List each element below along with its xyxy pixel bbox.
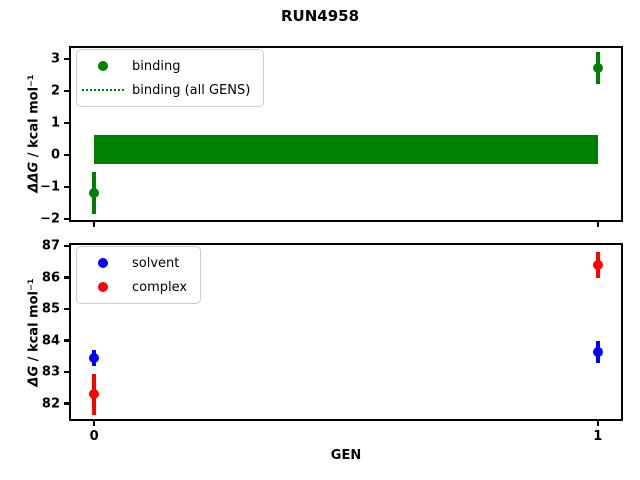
y-tick-mark: [64, 185, 69, 189]
dot-marker-icon: [98, 282, 108, 292]
y-tick-mark: [64, 370, 69, 374]
y-tick-label: 2: [50, 83, 60, 99]
x-tick-mark: [92, 421, 96, 426]
y-tick-mark: [64, 217, 69, 221]
confidence-band: [94, 134, 598, 165]
axes-solvent-complex: [69, 243, 623, 421]
y-tick-label: 82: [41, 396, 60, 412]
solvent-data-point: [89, 352, 100, 363]
binding-data-point: [592, 63, 603, 74]
y-tick-label: 1: [50, 115, 60, 131]
y-tick-label: 87: [41, 238, 60, 254]
x-axis-label: GEN: [330, 448, 362, 463]
legend-label: solvent: [132, 255, 180, 271]
dot-marker-icon: [98, 258, 108, 268]
y-tick-label: 84: [41, 333, 60, 349]
complex-data-point: [592, 260, 603, 271]
y-tick-mark: [64, 89, 69, 93]
legend-dotted-line-icon: [81, 89, 125, 91]
y-tick-label: −1: [40, 179, 60, 195]
dot-marker-icon: [98, 61, 108, 71]
binding-data-point: [89, 188, 100, 199]
y-tick-label: 85: [41, 301, 60, 317]
legend-dot-icon: [81, 282, 125, 292]
x-tick-label: 0: [89, 429, 99, 444]
y-tick-mark: [64, 153, 69, 157]
y-tick-label: 86: [41, 270, 60, 286]
legend: binding binding (all GENS): [76, 49, 265, 107]
y-tick-label: 3: [50, 51, 60, 67]
solvent-data-point: [592, 346, 603, 357]
complex-data-point: [89, 389, 100, 400]
y-axis-label-top: ΔΔG / kcal mol⁻¹: [26, 34, 43, 234]
y-tick-mark: [64, 121, 69, 125]
legend-label: binding: [132, 58, 181, 74]
figure-title: RUN4958: [280, 7, 360, 25]
x-tick-mark: [596, 222, 600, 227]
y-tick-mark: [64, 276, 69, 279]
legend-item: complex: [81, 275, 187, 299]
legend-item: binding (all GENS): [81, 78, 250, 102]
legend-dot-icon: [81, 258, 125, 268]
y-axis-label-top-units: / kcal mol⁻¹: [26, 74, 42, 162]
y-tick-mark: [64, 57, 69, 61]
y-tick-mark: [64, 339, 69, 342]
x-tick-label: 1: [593, 429, 603, 444]
legend-item: binding: [81, 54, 250, 78]
y-axis-label-bottom: ΔG / kcal mol⁻¹: [26, 233, 43, 433]
y-tick-label: −2: [40, 211, 60, 227]
legend-label: complex: [132, 279, 188, 295]
legend-label: binding (all GENS): [132, 82, 251, 98]
dotted-line-icon: [82, 89, 124, 91]
legend-item: solvent: [81, 251, 187, 275]
x-tick-mark: [92, 222, 96, 227]
axes-binding: [69, 46, 623, 222]
y-tick-mark: [64, 307, 69, 311]
y-tick-mark: [64, 402, 69, 405]
x-tick-mark: [596, 421, 600, 426]
legend-dot-icon: [81, 61, 125, 71]
y-axis-label-bottom-units: / kcal mol⁻¹: [26, 278, 42, 366]
y-tick-label: 83: [41, 364, 60, 380]
y-axis-label-bottom-math: ΔG: [26, 365, 42, 387]
legend: solvent complex: [76, 246, 202, 304]
y-tick-label: 0: [50, 147, 60, 163]
y-tick-mark: [64, 244, 69, 248]
